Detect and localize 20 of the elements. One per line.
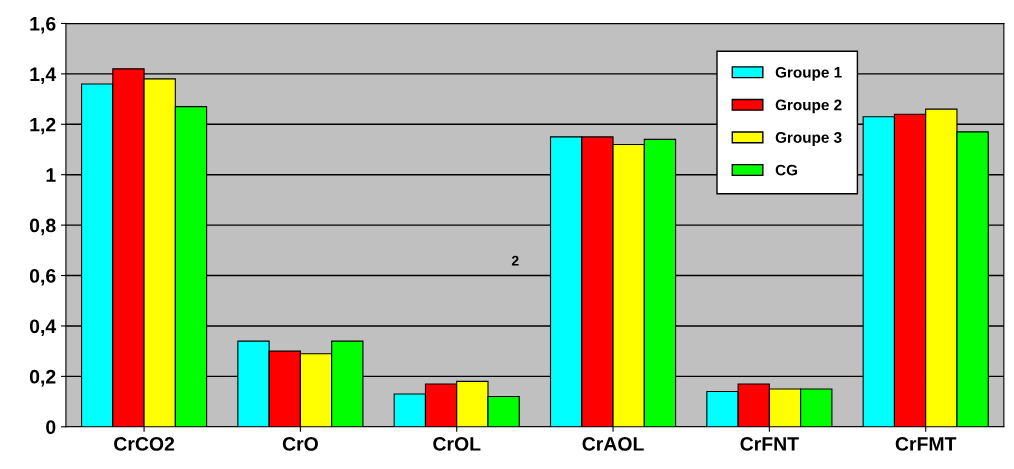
- x-tick-label: CrO: [282, 437, 318, 451]
- x-tick-label: CrAOL: [582, 437, 644, 451]
- legend-label: CG: [775, 164, 798, 176]
- y-tick-label: 0: [46, 420, 56, 435]
- y-tick-label: 0,8: [29, 218, 56, 236]
- legend-label: Groupe 3: [775, 132, 842, 146]
- x-tick-label: CrFMT: [895, 437, 957, 451]
- legend-label: Groupe 1: [775, 66, 842, 81]
- y-tick-label: 0,2: [29, 369, 56, 387]
- y-tick-label: 1,2: [30, 117, 56, 135]
- y-tick-label: 1,6: [30, 16, 56, 34]
- x-tick-label: CrFNT: [740, 437, 799, 451]
- x-tick-label: CrCO2: [114, 437, 175, 451]
- x-tick-label: CrOL: [433, 437, 481, 451]
- annotation: 2: [511, 255, 519, 266]
- y-tick-label: 1,4: [30, 67, 57, 84]
- legend-label: Groupe 2: [775, 99, 842, 114]
- y-tick-label: 0,6: [29, 269, 56, 286]
- y-tick-label: 0,4: [29, 319, 57, 337]
- y-tick-label: 1: [46, 168, 56, 182]
